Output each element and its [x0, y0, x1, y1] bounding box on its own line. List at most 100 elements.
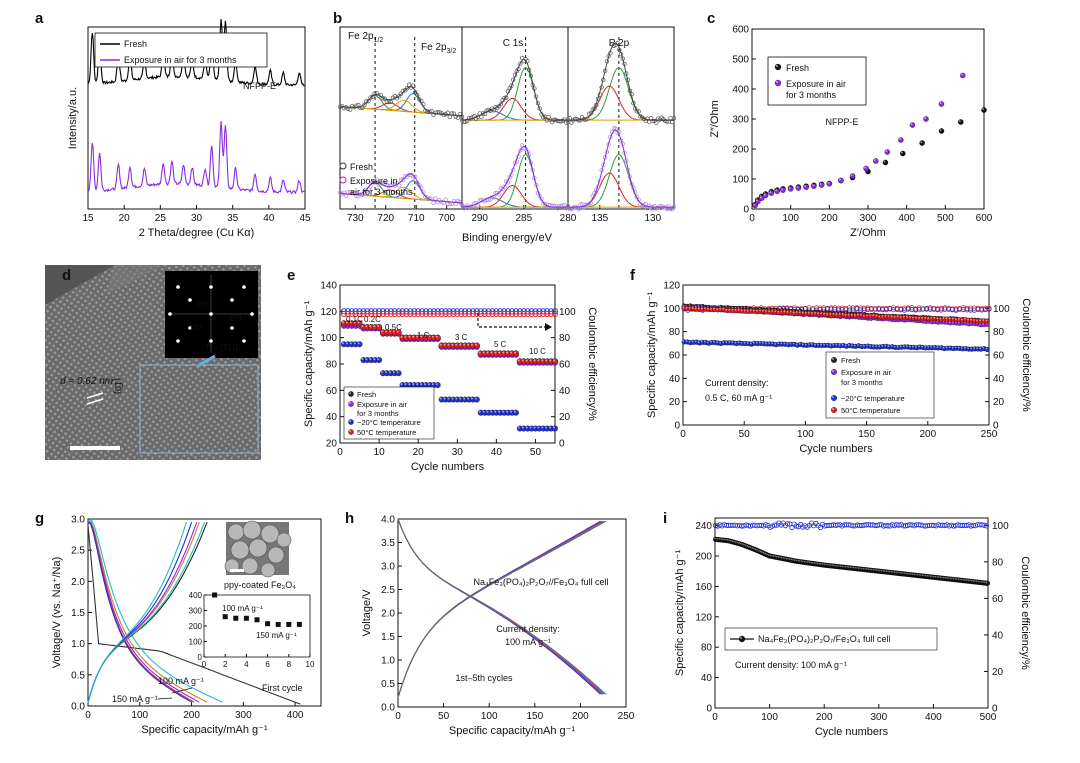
ce-point-1	[964, 307, 970, 313]
capacity-point-2-shine	[808, 343, 810, 345]
capacity-point-2-shine	[964, 346, 966, 349]
ce-point	[771, 522, 778, 528]
ce-point-1	[865, 306, 871, 312]
y-tick-label: 1.5	[381, 632, 395, 643]
ce-point-1	[497, 310, 504, 318]
capacity-point-3-shine	[841, 313, 844, 315]
capacity-point-2	[434, 382, 441, 389]
capacity-point-2-shine	[869, 344, 871, 347]
panel-a-legend	[94, 32, 268, 68]
eis-point-1-shine	[796, 186, 799, 188]
eis-point-1-shine	[775, 189, 778, 192]
capacity-point-2-shine	[549, 426, 552, 429]
xps-point	[431, 200, 436, 205]
capacity-point-3-shine	[915, 316, 917, 319]
inset-x-tick-label: 4	[244, 660, 249, 669]
capacity-point-2-shine	[863, 344, 865, 347]
rate-label: 3 C	[455, 333, 468, 342]
panel-c-annotation: NFPP-E	[825, 117, 858, 127]
ce-point-1	[391, 310, 398, 318]
capacity-point-3-shine	[533, 359, 536, 362]
capacity-point-2-shine	[502, 410, 505, 413]
ce-point-1	[540, 310, 547, 318]
eis-point-1-shine	[763, 193, 766, 196]
y-tick-label: 0.0	[381, 703, 395, 714]
capacity-point-3-shine	[373, 325, 376, 328]
fft-label: 102	[189, 323, 203, 332]
x-tick-label: 700	[438, 213, 455, 224]
capacity-point-3-shine	[765, 310, 767, 312]
x-tick-label: 0	[712, 712, 718, 723]
capacity-point-2-shine	[482, 410, 485, 413]
capacity-point-3	[984, 318, 990, 324]
y2-tick-label: 20	[559, 412, 571, 423]
capacity-point-2-shine	[420, 383, 423, 386]
x-tick-label: 285	[515, 213, 532, 224]
capacity-point-3-shine	[529, 359, 532, 362]
ce-point-1	[927, 306, 933, 312]
xps-point	[358, 105, 363, 111]
capacity-point-3-shine	[694, 307, 697, 310]
xps-point	[498, 101, 504, 107]
cell-label: Na₄Fe₃(PO₄)₂P₂O₇//Fe₃O₄ full cell	[474, 577, 609, 587]
capacity-point-2-shine	[369, 358, 372, 361]
capacity-point-3-shine	[982, 319, 985, 321]
capacity-point-2-shine	[510, 410, 512, 413]
capacity-point-2-shine	[835, 343, 838, 346]
eis-point-1-shine	[939, 102, 942, 104]
ce-point-1	[945, 306, 952, 312]
ce-point-1	[493, 310, 500, 318]
capacity-point-3-shine	[498, 351, 501, 354]
capacity-point-3-shine	[804, 311, 807, 314]
ce-point-1	[446, 310, 453, 318]
x-axis-label: Cycle numbers	[815, 726, 889, 738]
legend-entry: 50°C temperature	[841, 406, 900, 415]
ce-point-1	[960, 306, 966, 313]
eis-point-1-shine	[910, 123, 913, 125]
capacity-point-3-shine	[847, 313, 850, 316]
xps-component	[568, 172, 674, 208]
capacity-point-2-shine	[957, 346, 960, 349]
x-tick-label: 250	[618, 711, 635, 722]
x-tick-label: 100	[481, 711, 498, 722]
xps-point	[654, 206, 659, 211]
panel-f-legend	[825, 351, 935, 419]
capacity-point-3-shine	[455, 343, 458, 346]
x-tick-label: 500	[980, 712, 997, 723]
xps-point	[400, 177, 406, 182]
ce-point-1	[415, 310, 422, 318]
x-tick-label: 100	[761, 712, 778, 723]
x-tick-label: 200	[816, 712, 833, 723]
curve-annotation: 150 mA g⁻¹	[112, 694, 158, 704]
x-tick-label: 250	[981, 429, 998, 440]
xrd-trace-0	[87, 19, 305, 87]
capacity-point-2-shine	[412, 383, 415, 386]
capacity-point-3-shine	[893, 315, 896, 318]
legend-marker	[831, 357, 837, 363]
capacity-point-3-shine	[731, 308, 734, 311]
capacity-point-3-shine	[722, 307, 725, 310]
xps-point	[368, 95, 373, 100]
y-tick-label: 40	[326, 412, 338, 423]
eis-point-1	[768, 190, 775, 196]
x-tick-label: 150	[858, 429, 875, 440]
fft-label: B = [311]	[206, 343, 238, 352]
capacity-point-2-shine	[759, 341, 761, 344]
capacity-point-2-shine	[924, 346, 926, 348]
capacity-point-3-shine	[412, 335, 415, 338]
xps-point	[551, 203, 557, 209]
capacity-point-2-shine	[710, 340, 712, 343]
xps-point	[362, 102, 367, 107]
ce-point-1	[986, 306, 992, 312]
ce-point-1	[344, 310, 351, 318]
capacity-point-2-shine	[537, 426, 540, 429]
legend-marker-shine	[775, 80, 778, 83]
ce-point-1	[434, 310, 441, 318]
current-label: 100 mA g⁻¹	[505, 637, 551, 647]
capacity-point-3-shine	[808, 311, 810, 314]
capacity-point-3-shine	[774, 310, 777, 313]
discharge-curve	[87, 521, 192, 703]
y-tick-label: 60	[326, 386, 338, 397]
capacity-point-3-shine	[755, 309, 758, 312]
y-tick-label: 1.5	[71, 608, 85, 619]
